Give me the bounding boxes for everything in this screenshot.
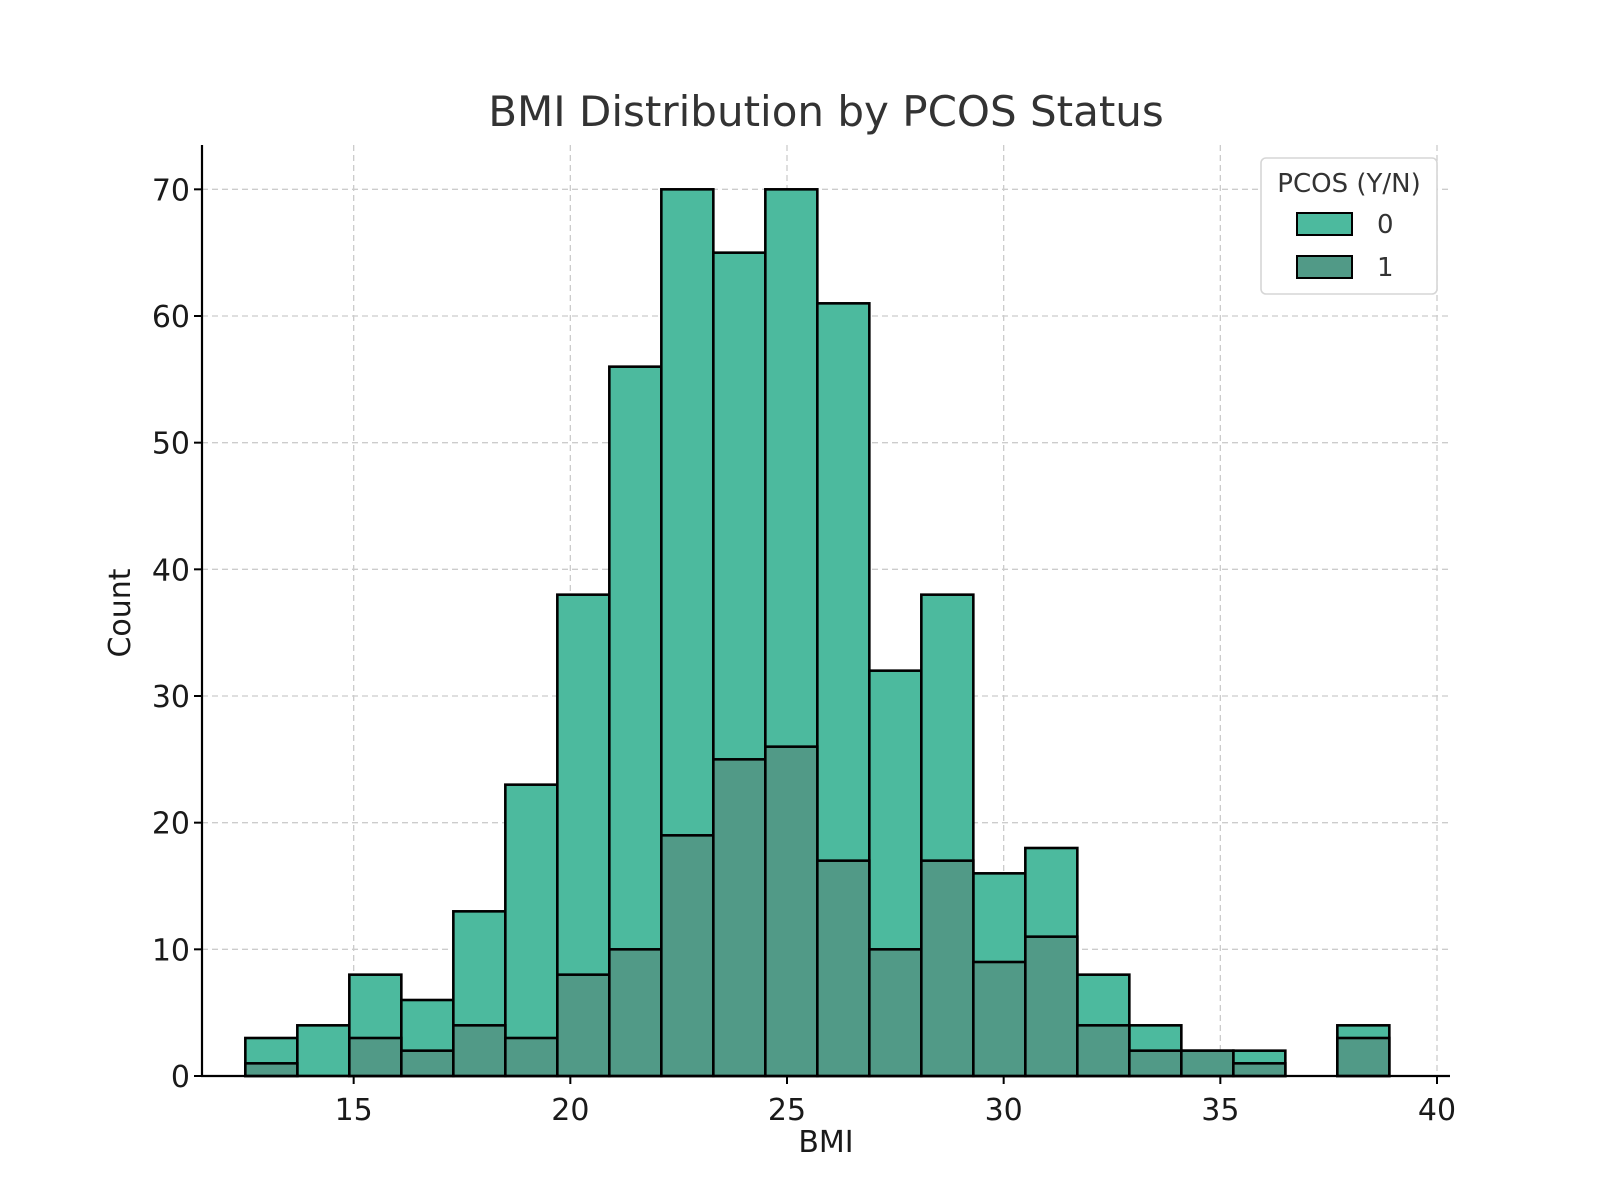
y-tick-label: 40 — [152, 553, 190, 588]
bar-series-0 — [504, 783, 559, 1078]
chart-title: BMI Distribution by PCOS Status — [488, 87, 1164, 136]
bar-series-1 — [1024, 935, 1079, 1078]
bar-series-1 — [920, 859, 975, 1078]
x-tick-label: 35 — [1201, 1093, 1239, 1128]
y-tick-label: 60 — [152, 300, 190, 335]
legend-swatch-0 — [1296, 212, 1353, 236]
bar-series-1 — [348, 1036, 403, 1078]
y-tick-label: 20 — [152, 807, 190, 842]
legend-items: 01 — [1296, 210, 1394, 283]
x-tick-label: 15 — [335, 1093, 373, 1128]
bar-series-1 — [712, 758, 767, 1078]
bar-series-1 — [1232, 1062, 1287, 1078]
legend-title: PCOS (Y/N) — [1277, 169, 1420, 199]
bar-series-1 — [660, 834, 715, 1078]
bar-series-1 — [1336, 1036, 1391, 1078]
bar-series-1 — [1128, 1049, 1183, 1078]
x-tick-label: 30 — [985, 1093, 1023, 1128]
bar-series-1 — [1076, 1024, 1131, 1078]
bar-series-1 — [816, 859, 871, 1078]
legend-swatch-1 — [1296, 255, 1353, 279]
bar-series-1 — [868, 948, 923, 1078]
bar-series-1 — [608, 948, 663, 1078]
x-tick-label: 40 — [1418, 1093, 1456, 1128]
legend-label-1: 1 — [1377, 253, 1394, 283]
bar-series-1 — [452, 1024, 507, 1078]
histogram-bars — [244, 188, 1391, 1078]
y-axis-label: Count — [103, 568, 138, 657]
bar-series-1 — [1180, 1049, 1235, 1078]
y-tick-label: 70 — [152, 173, 190, 208]
x-tick-label: 20 — [551, 1093, 589, 1128]
bar-series-1 — [556, 973, 611, 1078]
bar-series-1 — [244, 1062, 299, 1078]
legend: PCOS (Y/N) 01 — [1260, 157, 1438, 295]
y-tick-label: 10 — [152, 933, 190, 968]
axes — [200, 145, 1450, 1078]
bar-series-1 — [764, 745, 819, 1078]
bar-series-1 — [400, 1049, 455, 1078]
x-axis-label: BMI — [798, 1125, 853, 1160]
y-tick-label: 50 — [152, 427, 190, 462]
x-tick-label: 25 — [768, 1093, 806, 1128]
bar-series-1 — [972, 960, 1027, 1078]
bar-series-1 — [504, 1036, 559, 1078]
y-tick-label: 0 — [171, 1060, 190, 1095]
legend-label-0: 0 — [1377, 210, 1394, 240]
y-tick-label: 30 — [152, 680, 190, 715]
bar-series-0 — [296, 1024, 351, 1078]
